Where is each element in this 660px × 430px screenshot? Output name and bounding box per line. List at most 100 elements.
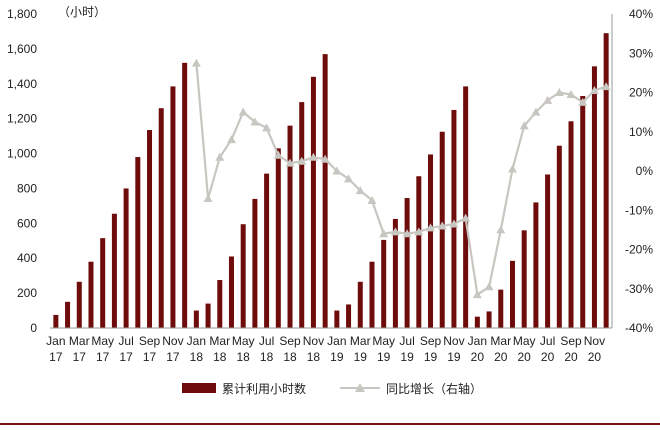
- right-y-tick: -10%: [625, 203, 653, 217]
- x-tick-month: Mar: [490, 334, 511, 348]
- line-point: [589, 86, 599, 95]
- bar: [428, 154, 434, 328]
- x-tick-month: Jan: [187, 334, 206, 348]
- bar: [252, 198, 258, 328]
- x-tick-month: Jan: [46, 334, 65, 348]
- line-point: [426, 223, 436, 232]
- bar: [498, 289, 504, 328]
- x-tick-month: Jul: [540, 334, 555, 348]
- line-point: [238, 107, 248, 116]
- left-y-tick: 600: [17, 216, 37, 230]
- bar: [357, 281, 363, 328]
- line-point: [449, 219, 459, 228]
- line-point: [601, 82, 611, 91]
- x-tick-year: 18: [237, 350, 251, 364]
- bar: [65, 301, 71, 328]
- x-tick-year: 20: [518, 350, 532, 364]
- bar: [135, 157, 141, 328]
- x-tick-year: 19: [424, 350, 438, 364]
- bar: [580, 95, 586, 328]
- x-tick-month: Mar: [69, 334, 90, 348]
- bar: [264, 173, 270, 328]
- x-tick-month: May: [513, 334, 536, 348]
- bar: [111, 213, 117, 328]
- x-tick-year: 20: [541, 350, 555, 364]
- x-tick-month: Nov: [584, 334, 605, 348]
- bar-series: [53, 33, 609, 329]
- line-point: [496, 225, 506, 234]
- x-tick-month: Nov: [443, 334, 464, 348]
- line-point: [250, 117, 260, 126]
- x-tick-month: Jul: [118, 334, 133, 348]
- x-tick-year: 17: [96, 350, 110, 364]
- bar: [346, 304, 352, 328]
- line-point: [332, 166, 342, 175]
- x-tick-year: 18: [213, 350, 227, 364]
- line-point: [484, 282, 494, 291]
- bar: [533, 202, 539, 328]
- bar: [486, 311, 492, 328]
- bar: [334, 310, 340, 328]
- line-point: [191, 58, 201, 67]
- bar: [521, 230, 527, 328]
- bar: [451, 109, 457, 328]
- left-y-tick: 1,600: [7, 42, 37, 56]
- x-tick-month: Nov: [303, 334, 324, 348]
- left-y-tick: 1,200: [7, 112, 37, 126]
- bar: [369, 261, 375, 328]
- bar: [217, 280, 223, 328]
- x-tick-year: 19: [330, 350, 344, 364]
- right-y-tick: 20%: [629, 86, 653, 100]
- line-point: [308, 152, 318, 161]
- bar: [275, 148, 281, 328]
- x-tick-month: Jan: [468, 334, 487, 348]
- line-point: [344, 174, 354, 183]
- left-y-tick: 1,800: [7, 7, 37, 21]
- bar: [381, 239, 387, 328]
- bar: [545, 174, 551, 328]
- bar: [170, 86, 176, 329]
- x-tick-month: Jul: [399, 334, 414, 348]
- legend-bar-label: 累计利用小时数: [222, 381, 306, 396]
- right-y-tick: 10%: [629, 125, 653, 139]
- line-series: [191, 58, 611, 299]
- bar: [100, 238, 106, 328]
- bar: [556, 145, 562, 328]
- x-tick-year: 17: [73, 350, 87, 364]
- line-point: [578, 97, 588, 106]
- legend-line-marker: [355, 383, 365, 392]
- line-point: [379, 229, 389, 238]
- x-tick-year: 18: [190, 350, 204, 364]
- x-tick-year: 17: [166, 350, 180, 364]
- right-y-tick: -40%: [625, 321, 653, 335]
- bar: [53, 314, 59, 328]
- x-tick-year: 17: [49, 350, 63, 364]
- bar: [88, 261, 94, 328]
- left-y-tick: 1,400: [7, 77, 37, 91]
- x-tick-year: 19: [377, 350, 391, 364]
- x-tick-year: 19: [447, 350, 461, 364]
- bar: [463, 86, 469, 329]
- left-y-tick: 1,000: [7, 147, 37, 161]
- bar: [182, 62, 188, 328]
- x-tick-month: Sep: [139, 334, 161, 348]
- line-point: [203, 193, 213, 202]
- bar: [439, 131, 445, 328]
- bar: [76, 281, 82, 328]
- line-point: [355, 186, 365, 195]
- right-y-tick: 0%: [636, 164, 654, 178]
- bar: [158, 108, 164, 328]
- bar: [193, 310, 199, 328]
- right-y-tick: 30%: [629, 46, 653, 60]
- right-y-tick: -30%: [625, 282, 653, 296]
- left-axis-unit: （小时）: [58, 5, 106, 19]
- line-point: [215, 152, 225, 161]
- x-tick-year: 19: [354, 350, 368, 364]
- axes: 0 200 400 600 800 1,000 1,200 1,400 1,600 1,800 -4…: [7, 7, 653, 364]
- line-point: [437, 221, 447, 230]
- right-y-tick: 40%: [629, 7, 653, 21]
- bar: [205, 303, 211, 328]
- x-tick-month: Sep: [279, 334, 301, 348]
